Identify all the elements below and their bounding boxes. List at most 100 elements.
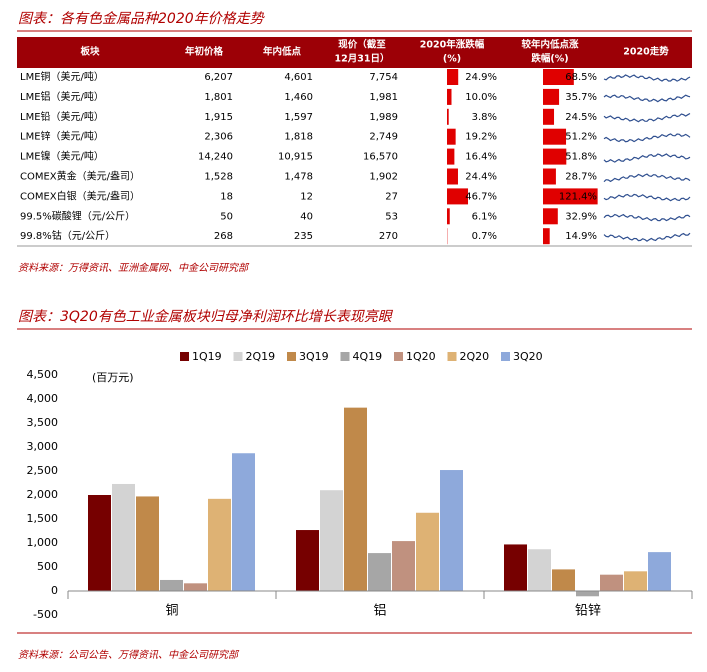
bar (624, 571, 647, 591)
legend-swatch (501, 352, 510, 361)
cell: 1,528 (204, 172, 233, 183)
cell-pct: 24.9% (465, 72, 497, 83)
legend-label: 1Q20 (406, 350, 436, 363)
cell-pct: 121.4% (559, 191, 597, 202)
bar (600, 574, 623, 591)
cell-pct: 32.9% (565, 211, 597, 222)
cell-pct: 51.2% (565, 132, 597, 143)
bar (160, 579, 183, 591)
row-name: 99.5%碳酸锂（元/公斤） (20, 209, 135, 222)
cell-pct: 3.8% (472, 112, 497, 123)
legend-label: 3Q20 (513, 350, 543, 363)
y-tick-label: 4,000 (27, 392, 59, 405)
x-tick-label: 铅锌 (575, 604, 601, 619)
cell: 1,460 (284, 92, 313, 103)
data-bar (543, 188, 598, 205)
table-header: 2020年涨跌幅 (420, 39, 485, 51)
bar (296, 530, 319, 591)
unit-label: (百万元) (92, 371, 134, 384)
bar (440, 470, 463, 591)
data-bar (447, 69, 459, 85)
legend-swatch (180, 352, 189, 361)
legend-label: 2Q20 (460, 350, 490, 363)
bar (368, 553, 391, 591)
cell-pct: 68.5% (565, 72, 597, 83)
y-tick-label: 1,000 (27, 536, 59, 549)
cell: 1,818 (284, 132, 313, 143)
cell: 12 (300, 191, 313, 202)
cell: 270 (379, 231, 398, 242)
data-bar (543, 208, 558, 225)
data-bar (447, 208, 450, 225)
sparkline (603, 112, 691, 123)
sparkline (603, 213, 691, 222)
bar (208, 498, 231, 591)
y-tick-label: 3,500 (27, 416, 59, 429)
cell: 27 (385, 191, 398, 202)
data-bar (447, 188, 469, 205)
table-source: 资料来源：万得资讯、亚洲金属网、中金公司研究部 (18, 262, 250, 274)
cell: 18 (220, 191, 233, 202)
y-tick-label: -500 (33, 608, 58, 621)
table-title: 图表：各有色金属品种2020年价格走势 (18, 11, 266, 27)
y-tick-label: 500 (37, 560, 58, 573)
cell-pct: 46.7% (465, 191, 497, 202)
legend-swatch (340, 352, 350, 361)
bar (648, 552, 671, 591)
x-tick-label: 铝 (373, 604, 386, 619)
y-tick-label: 1,500 (27, 512, 59, 525)
bar (504, 544, 527, 591)
cell: 10,915 (278, 152, 313, 163)
data-bar (543, 88, 560, 105)
cell: 1,981 (369, 92, 398, 103)
x-tick-label: 铜 (165, 604, 178, 619)
cell-pct: 16.4% (465, 152, 497, 163)
cell: 1,597 (284, 112, 313, 123)
table-header: 跌幅(%) (531, 53, 568, 65)
cell: 50 (220, 211, 233, 222)
data-bar (543, 108, 555, 125)
table-header: 12月31日） (335, 53, 390, 65)
table-header: 较年内低点涨 (521, 39, 579, 51)
table-header: 板块 (80, 46, 100, 58)
cell-pct: 19.2% (465, 132, 497, 143)
cell: 1,902 (369, 172, 398, 183)
cell-pct: 10.0% (465, 92, 497, 103)
row-name: COMEX白银（美元/盎司） (20, 189, 140, 202)
table-header: 年初价格 (185, 46, 224, 58)
table-header: 年内低点 (263, 46, 302, 58)
data-bar (447, 168, 458, 185)
row-name: LME铅（美元/吨） (20, 110, 104, 123)
bar (232, 453, 255, 591)
bar (576, 591, 599, 597)
legend-swatch (447, 352, 457, 361)
y-tick-label: 2,500 (27, 464, 59, 477)
data-bar (447, 148, 455, 165)
y-tick-label: 0 (51, 584, 58, 597)
cell: 40 (300, 211, 313, 222)
bar (184, 583, 207, 591)
table-header: (%) (443, 54, 461, 65)
legend-label: 1Q19 (192, 350, 222, 363)
cell-pct: 24.4% (465, 172, 497, 183)
row-name: LME镍（美元/吨） (20, 150, 104, 163)
bar (528, 549, 551, 591)
legend-swatch (394, 352, 403, 361)
cell-pct: 28.7% (565, 172, 597, 183)
cell: 14,240 (198, 152, 233, 163)
cell: 16,570 (363, 152, 398, 163)
cell: 1,801 (204, 92, 233, 103)
legend-label: 4Q19 (353, 350, 383, 363)
legend-label: 3Q19 (299, 350, 329, 363)
cell: 53 (385, 211, 398, 222)
bar (112, 483, 135, 591)
legend-swatch (233, 352, 243, 361)
data-bar (543, 128, 567, 145)
cell: 2,749 (369, 132, 398, 143)
bar (344, 407, 367, 591)
data-bar (447, 128, 456, 145)
cell: 2,306 (204, 132, 233, 143)
cell-pct: 24.5% (565, 112, 597, 123)
cell-pct: 0.7% (472, 231, 497, 242)
